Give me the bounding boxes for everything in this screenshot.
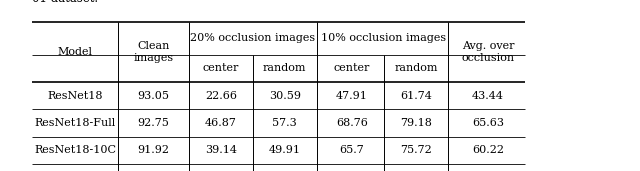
Text: 01 dataset.: 01 dataset. (32, 0, 98, 5)
Text: 91.92: 91.92 (138, 146, 170, 155)
Text: 30.59: 30.59 (269, 91, 301, 101)
Text: 93.05: 93.05 (138, 91, 170, 101)
Text: 68.76: 68.76 (336, 118, 368, 128)
Text: 92.75: 92.75 (138, 118, 170, 128)
Text: 39.14: 39.14 (205, 146, 237, 155)
Text: Clean
images: Clean images (134, 41, 173, 63)
Text: 79.18: 79.18 (400, 118, 432, 128)
Text: random: random (263, 63, 307, 73)
Text: ResNet18-Full: ResNet18-Full (35, 118, 116, 128)
Text: 22.66: 22.66 (205, 91, 237, 101)
Text: center: center (203, 63, 239, 73)
Text: 49.91: 49.91 (269, 146, 301, 155)
Text: 65.7: 65.7 (340, 146, 364, 155)
Text: Model: Model (58, 47, 93, 57)
Text: 47.91: 47.91 (336, 91, 368, 101)
Text: 65.63: 65.63 (472, 118, 504, 128)
Text: 61.74: 61.74 (400, 91, 432, 101)
Text: ResNet18: ResNet18 (47, 91, 103, 101)
Text: random: random (394, 63, 438, 73)
Text: 60.22: 60.22 (472, 146, 504, 155)
Text: 20% occlusion images: 20% occlusion images (190, 34, 316, 43)
Text: 43.44: 43.44 (472, 91, 504, 101)
Text: 46.87: 46.87 (205, 118, 237, 128)
Text: 57.3: 57.3 (273, 118, 297, 128)
Text: 10% occlusion images: 10% occlusion images (321, 34, 447, 43)
Text: ResNet18-10C: ResNet18-10C (34, 146, 116, 155)
Text: Avg. over
occlusion: Avg. over occlusion (461, 41, 515, 63)
Text: center: center (334, 63, 370, 73)
Text: 75.72: 75.72 (400, 146, 432, 155)
